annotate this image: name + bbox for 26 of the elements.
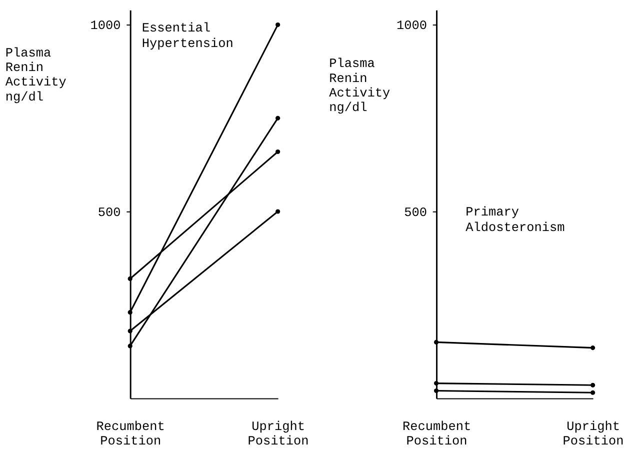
x-tick-label: Recumbent Position <box>402 419 472 449</box>
point <box>276 209 280 214</box>
point <box>128 344 132 348</box>
point <box>434 340 439 344</box>
point <box>590 346 596 350</box>
y-tick-label: 1000 <box>90 18 121 34</box>
annotation: Primary Aldosteronism <box>466 204 565 235</box>
point <box>276 116 280 120</box>
point <box>128 276 132 282</box>
point <box>434 380 439 386</box>
y-axis-title: Plasma Renin Activity ng/dl <box>329 56 391 116</box>
point <box>128 328 132 334</box>
point <box>276 22 280 28</box>
point <box>434 388 439 394</box>
point <box>276 149 280 154</box>
y-tick-label: 500 <box>98 204 121 220</box>
x-tick-label: Upright Position <box>248 419 309 449</box>
annotation: Essential Hypertension <box>142 20 234 52</box>
point <box>590 390 596 395</box>
point <box>590 382 596 388</box>
y-tick-label: 1000 <box>396 18 427 34</box>
y-axis-title: Plasma Renin Activity ng/dl <box>5 45 67 104</box>
point <box>128 310 132 315</box>
x-tick-label: Recumbent Position <box>96 419 165 449</box>
y-tick-label: 500 <box>404 204 427 220</box>
x-tick-label: Upright Position <box>562 419 624 449</box>
